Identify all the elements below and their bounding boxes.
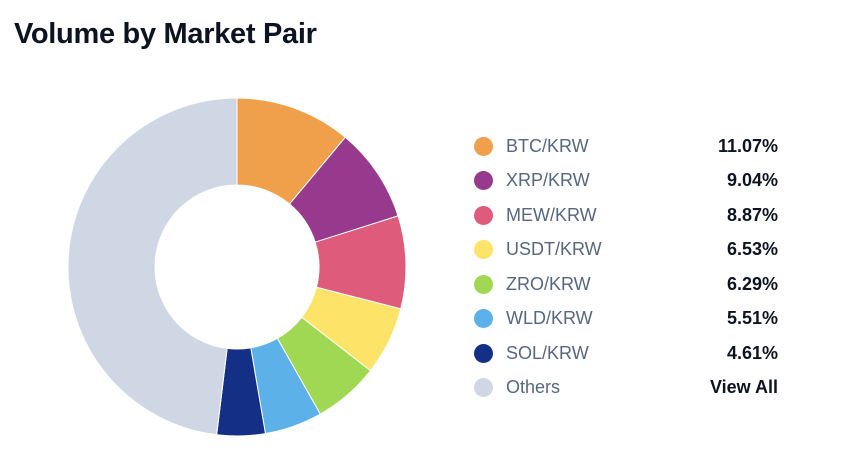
legend-item-others[interactable]: Others View All [474,371,778,406]
legend-value-wld-krw: 5.51% [726,308,778,329]
legend-swatch-others [474,378,493,398]
legend-value-zro-krw: 6.29% [726,273,778,294]
page-title: Volume by Market Pair [14,18,317,50]
legend-value-btc-krw: 11.07% [717,135,778,156]
legend-label-sol-krw: SOL/KRW [506,342,589,363]
legend-item-zro-krw[interactable]: ZRO/KRW 6.29% [474,267,778,302]
donut-slice-others[interactable] [68,98,238,436]
legend-swatch-sol-krw [474,343,493,363]
chart-legend: BTC/KRW 11.07% XRP/KRW 9.04% MEW/KRW 8.87% USD… [474,129,778,405]
legend-swatch-xrp-krw [474,171,493,191]
legend-swatch-wld-krw [474,309,493,329]
legend-swatch-zro-krw [474,274,493,294]
legend-label-btc-krw: BTC/KRW [506,135,589,156]
legend-label-wld-krw: WLD/KRW [506,308,593,329]
legend-swatch-btc-krw [474,136,493,156]
legend-label-xrp-krw: XRP/KRW [506,170,590,191]
legend-item-usdt-krw[interactable]: USDT/KRW 6.53% [474,233,778,268]
legend-item-sol-krw[interactable]: SOL/KRW 4.61% [474,336,778,371]
legend-label-zro-krw: ZRO/KRW [506,273,591,294]
legend-value-usdt-krw: 6.53% [726,239,778,260]
legend-label-others: Others [506,377,561,398]
view-all-link[interactable]: View All [709,377,778,398]
legend-item-mew-krw[interactable]: MEW/KRW 8.87% [474,198,778,233]
legend-item-btc-krw[interactable]: BTC/KRW 11.07% [474,129,778,164]
legend-item-wld-krw[interactable]: WLD/KRW 5.51% [474,302,778,337]
legend-value-sol-krw: 4.61% [726,342,778,363]
legend-swatch-mew-krw [474,205,493,225]
legend-swatch-usdt-krw [474,240,493,260]
legend-item-xrp-krw[interactable]: XRP/KRW 9.04% [474,164,778,199]
legend-label-usdt-krw: USDT/KRW [506,239,602,260]
legend-value-mew-krw: 8.87% [726,204,778,225]
donut-chart [68,98,406,436]
legend-label-mew-krw: MEW/KRW [506,204,597,225]
legend-value-xrp-krw: 9.04% [726,170,778,191]
